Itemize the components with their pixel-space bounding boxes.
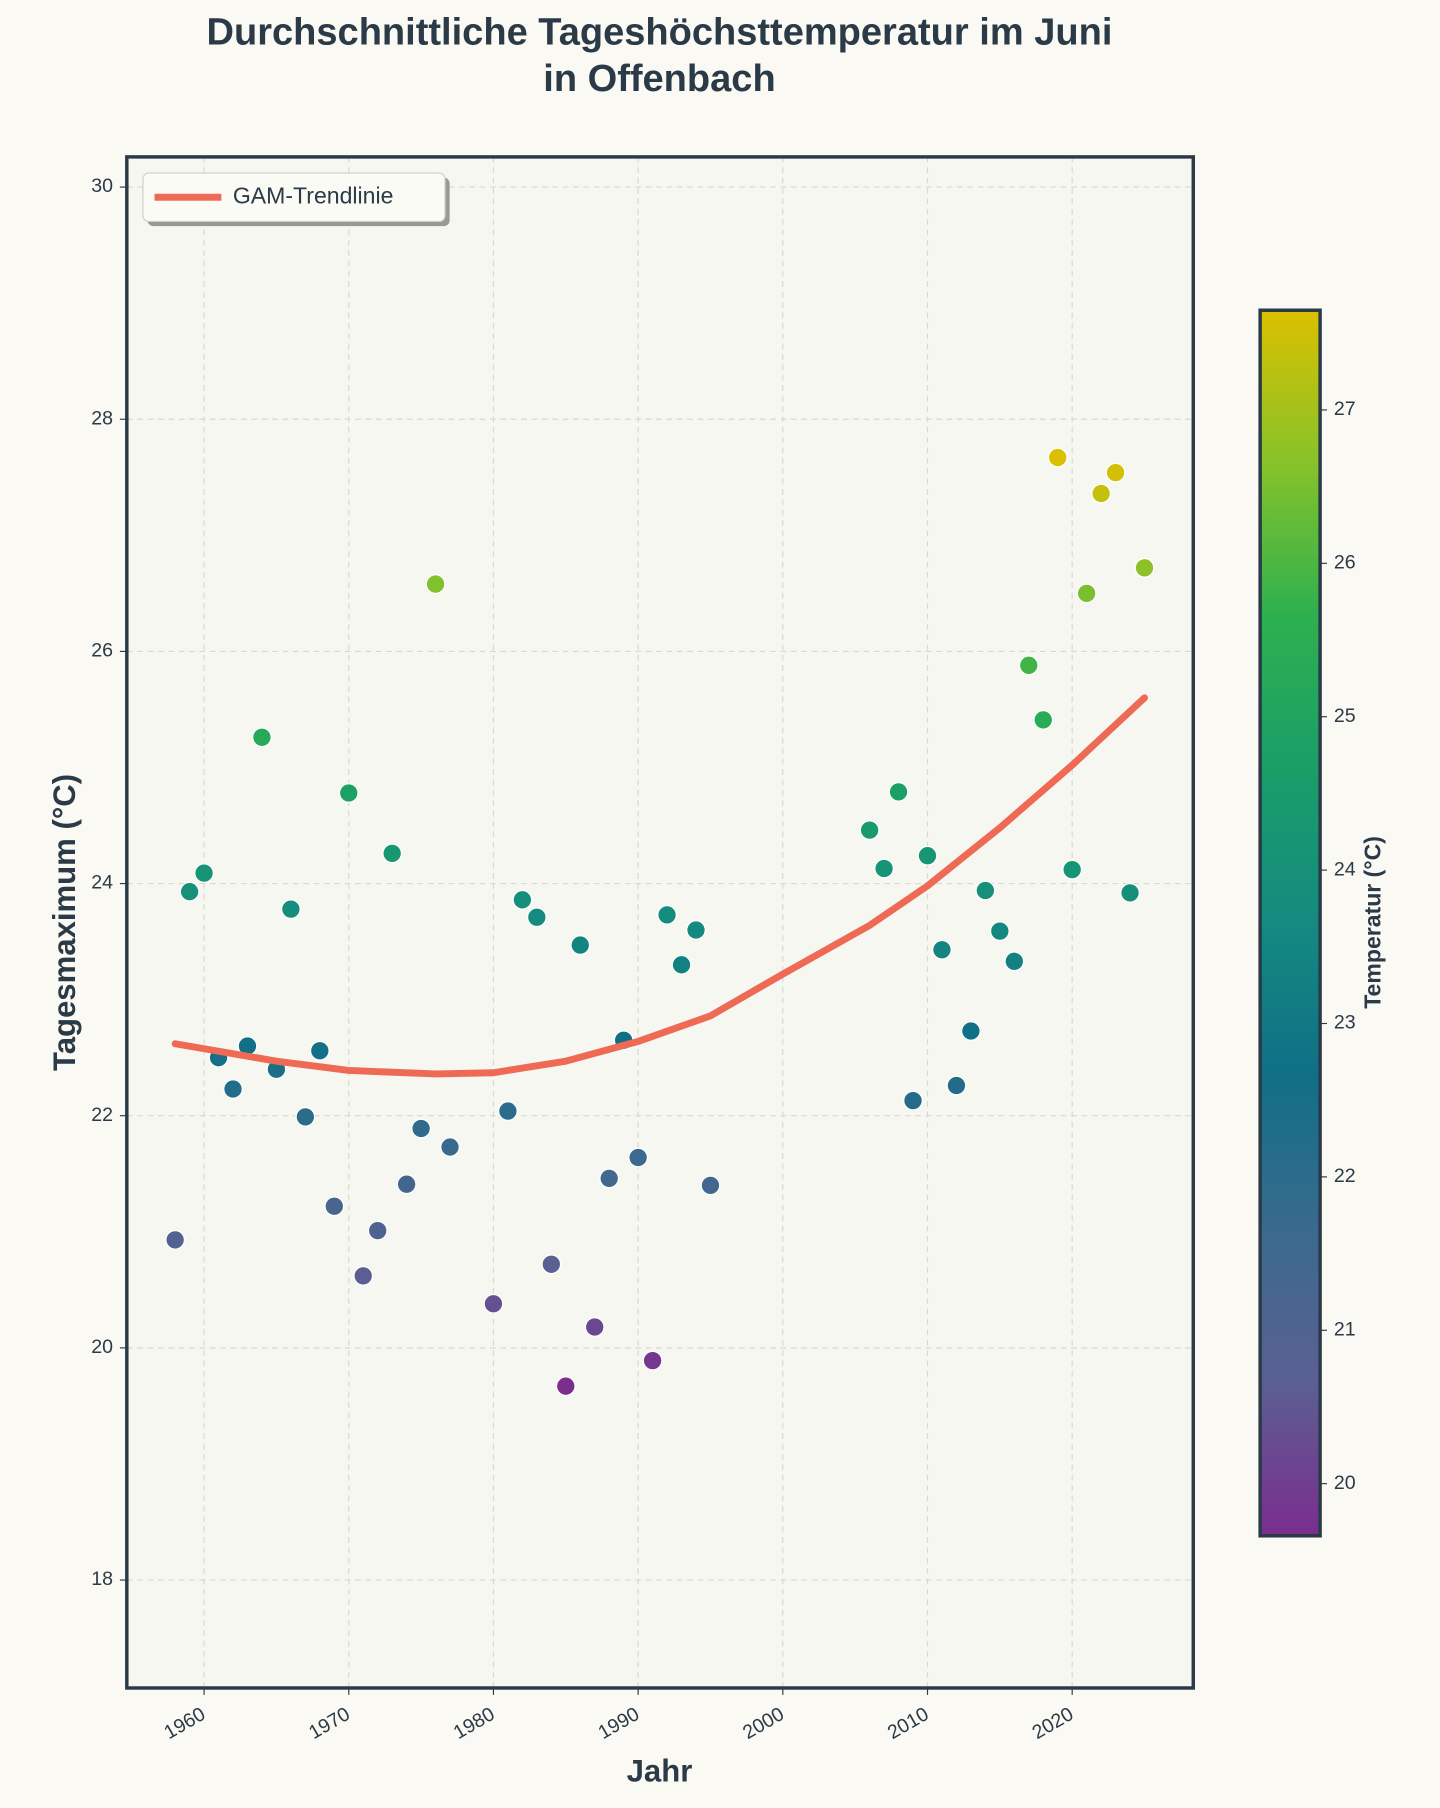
y-tick-label: 24 xyxy=(91,872,113,894)
scatter-point xyxy=(541,1254,562,1275)
scatter-point xyxy=(686,920,706,940)
scatter-point xyxy=(859,820,880,840)
chart-title: in Offenbach xyxy=(543,58,775,100)
y-axis-label: Tagesmaximum (°C) xyxy=(47,774,82,1071)
scatter-point xyxy=(874,858,894,879)
scatter-point xyxy=(888,782,909,802)
scatter-point xyxy=(1134,558,1155,578)
scatter-point xyxy=(498,1101,518,1121)
scatter-point xyxy=(382,843,402,864)
legend-box xyxy=(142,172,446,223)
scatter-point xyxy=(367,1220,388,1241)
scatter-point xyxy=(657,905,677,925)
scatter-point xyxy=(555,1376,576,1396)
colorbar-tick-label: 25 xyxy=(1334,705,1356,727)
scatter-point xyxy=(932,939,952,960)
scatter-point xyxy=(599,1168,619,1189)
plot-area xyxy=(126,156,1194,1688)
scatter-point xyxy=(440,1137,460,1157)
y-tick-label: 26 xyxy=(91,640,113,662)
scatter-point xyxy=(353,1266,374,1286)
scatter-point xyxy=(628,1147,648,1168)
scatter-point xyxy=(642,1350,663,1371)
scatter-point xyxy=(165,1230,185,1250)
scatter-point xyxy=(946,1075,967,1096)
scatter-point xyxy=(223,1079,243,1099)
scatter-point xyxy=(425,574,446,594)
x-axis-label: Jahr xyxy=(627,1754,693,1789)
scatter-point xyxy=(917,845,938,866)
scatter-point xyxy=(338,783,359,803)
scatter-point xyxy=(584,1317,605,1337)
colorbar-tick-label: 21 xyxy=(1334,1318,1356,1340)
colorbar-tick-label: 22 xyxy=(1334,1165,1356,1187)
colorbar-tick-label: 23 xyxy=(1334,1012,1356,1034)
scatter-point xyxy=(324,1196,345,1217)
scatter-point xyxy=(179,881,200,902)
scatter-point xyxy=(1004,951,1025,972)
chart-title: Durchschnittliche Tageshöchsttemperatur … xyxy=(207,12,1113,54)
colorbar-tick-label: 27 xyxy=(1334,398,1356,420)
scatter-point xyxy=(396,1174,417,1195)
scatter-point xyxy=(1120,883,1140,903)
scatter-point xyxy=(990,921,1010,941)
scatter-point xyxy=(1033,710,1054,730)
scatter-point xyxy=(1047,447,1068,468)
scatter-point xyxy=(310,1040,330,1061)
trend-line xyxy=(171,694,1148,1078)
scatter-point xyxy=(252,727,272,748)
scatter-point xyxy=(512,890,533,910)
scatter-point xyxy=(671,955,692,975)
scatter-point xyxy=(1062,859,1082,880)
colorbar xyxy=(1258,308,1322,1538)
y-tick-label: 22 xyxy=(91,1104,113,1126)
colorbar-tick-label: 24 xyxy=(1334,858,1356,880)
scatter-point xyxy=(194,863,214,883)
legend-label: GAM-Trendlinie xyxy=(233,182,394,208)
scatter-point xyxy=(975,880,996,901)
scatter-point xyxy=(483,1293,504,1314)
y-tick-label: 18 xyxy=(91,1568,113,1590)
scatter-point xyxy=(961,1021,981,1041)
scatter-point xyxy=(527,907,547,928)
scatter-point xyxy=(295,1107,316,1127)
scatter-point xyxy=(1018,655,1039,676)
scatter-point xyxy=(903,1090,923,1111)
scatter-point xyxy=(411,1118,431,1139)
y-tick-label: 20 xyxy=(91,1336,113,1358)
scatter-point xyxy=(700,1175,721,1196)
plot-frame xyxy=(125,155,1196,1690)
y-tick-label: 30 xyxy=(91,175,113,197)
scatter-point xyxy=(570,935,591,955)
scatter-point xyxy=(1091,483,1111,504)
colorbar-tick-label: 20 xyxy=(1334,1472,1356,1494)
y-tick-label: 28 xyxy=(91,407,113,429)
scatter-point xyxy=(1076,583,1097,604)
colorbar-label: Temperatur (°C) xyxy=(1359,836,1385,1009)
colorbar-tick-label: 26 xyxy=(1334,552,1356,574)
scatter-point xyxy=(281,899,301,919)
scatter-point xyxy=(1105,462,1126,483)
